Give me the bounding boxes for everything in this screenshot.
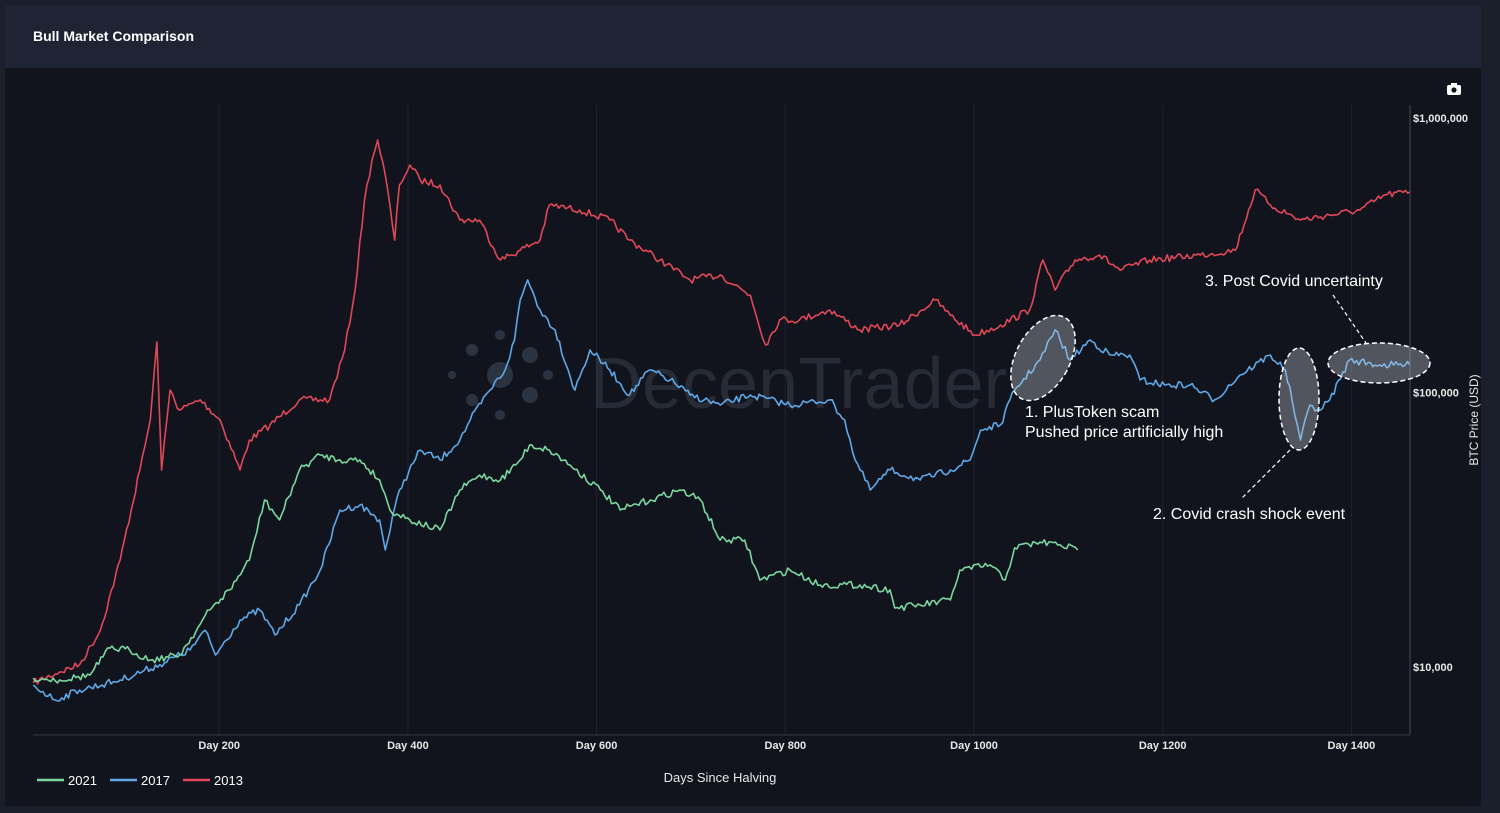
annotation-leader [1241, 449, 1291, 499]
y-axis-title: BTC Price (USD) [1467, 374, 1481, 465]
series-line-2021 [32, 444, 1079, 684]
annotation-sublabel: Pushed price artificially high [1025, 424, 1223, 441]
legend-item-2013[interactable]: 2013 [214, 773, 243, 788]
x-tick-label: Day 600 [576, 740, 618, 752]
annotation-label: 2. Covid crash shock event [1153, 506, 1346, 523]
chart-header: Bull Market Comparison [5, 5, 1481, 68]
y-ticks: $10,000 $100,000 $1,000,000 [1413, 113, 1468, 674]
x-axis-title: Days Since Halving [664, 770, 777, 785]
series-group [32, 139, 1411, 702]
watermark: DecenTrader [590, 344, 1008, 424]
x-tick-label: Day 400 [387, 740, 429, 752]
series-line-2013 [32, 139, 1411, 685]
x-tick-label: Day 1400 [1328, 740, 1376, 752]
annotation-covid-crash: 2. Covid crash shock event [1153, 347, 1346, 523]
x-tick-label: Day 1000 [950, 740, 998, 752]
camera-icon[interactable] [1447, 83, 1461, 95]
chart-panel [5, 68, 1481, 806]
annotation-label: 3. Post Covid uncertainty [1205, 273, 1383, 290]
watermark-logo [448, 330, 553, 420]
annotation-plustoken: 1. PlusToken scam Pushed price artificia… [1010, 314, 1223, 441]
annotation-leader [1332, 294, 1367, 344]
legend-item-2021[interactable]: 2021 [68, 773, 97, 788]
legend: 2021 2017 2013 [37, 773, 243, 788]
x-tick-label: Day 200 [198, 740, 240, 752]
annotation-ellipse [1010, 314, 1076, 402]
chart-title: Bull Market Comparison [33, 28, 195, 44]
x-tick-label: Day 1200 [1139, 740, 1187, 752]
grid [218, 105, 1352, 735]
x-tick-label: Day 800 [765, 740, 807, 752]
legend-item-2017[interactable]: 2017 [141, 773, 170, 788]
annotation-ellipse [1327, 342, 1431, 384]
y-tick-label: $10,000 [1413, 662, 1453, 674]
y-tick-label: $100,000 [1413, 388, 1459, 400]
annotation-ellipse [1278, 347, 1320, 451]
series-line-2017 [32, 279, 1411, 702]
x-ticks: Day 200 Day 400 Day 600 Day 800 Day 1000 Day … [198, 740, 1375, 752]
y-tick-label: $1,000,000 [1413, 113, 1468, 125]
annotation-label: 1. PlusToken scam [1025, 404, 1159, 421]
annotation-post-covid: 3. Post Covid uncertainty [1205, 273, 1431, 384]
